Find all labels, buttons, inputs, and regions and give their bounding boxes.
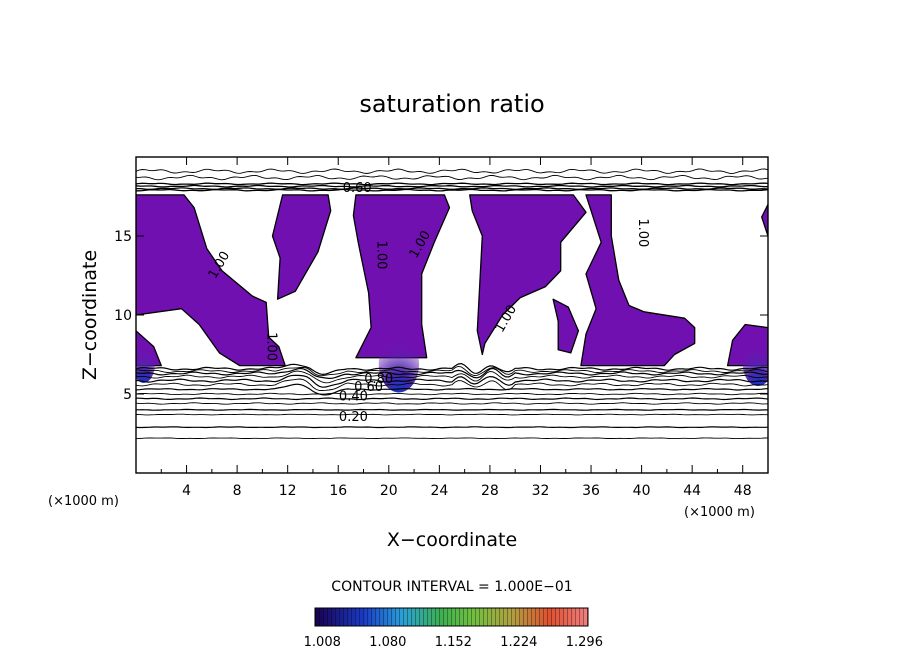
y-axis-label: Z−coordinate [79,250,101,380]
contour-label-8: 0.60 [354,380,383,395]
contour-label-7: 0.80 [364,372,393,387]
y-tick-label-1: 10 [114,308,132,324]
contour-line-lower-12 [136,426,768,429]
contour-line-lower-2 [136,367,768,380]
contour-label-2: 1.00 [373,240,388,269]
supersaturated-region-5 [552,298,580,354]
contour-line-lower-3 [136,370,768,384]
moist-core-1 [742,341,768,387]
colorbar: 1.008 1.080 1.152 1.224 1.296 [304,607,603,650]
contour-line-lower-9 [136,402,768,405]
contour-label-6: 1.00 [635,218,650,247]
supersaturated-region-2 [352,194,451,359]
colorbar-stripes [315,608,588,626]
colorbar-tick-label-2: 1.152 [435,635,472,650]
x-axis-ticks: 4 8 12 16 20 24 28 32 36 40 44 48 [160,157,752,499]
contour-line-lower-13 [136,437,768,440]
contour-line-upper-1 [136,184,768,188]
colorbar-tick-label-0: 1.008 [304,635,341,650]
contour-line-lower-10 [136,408,768,411]
x-axis-label: X−coordinate [387,529,517,551]
contour-label-0: 0.60 [343,181,372,196]
contour-label-10: 0.20 [339,410,368,425]
supersaturated-region-3 [469,194,587,356]
x-tick-label-4: 20 [380,483,398,499]
contour-line-upper-3 [136,188,768,192]
supersaturated-region-6 [761,203,768,237]
contour-line-lower-5 [136,378,768,391]
colorbar-tick-label-4: 1.296 [566,635,603,650]
moist-core-0 [378,335,420,393]
contour-line-lower-6 [136,383,768,396]
contour-line-lower-11 [136,413,768,416]
contour-line-lower-7 [136,392,768,396]
contour-line-lower-1 [136,365,768,377]
plot-area [136,168,768,440]
x-tick-label-2: 12 [279,483,297,499]
supersaturated-region-4 [580,194,696,367]
x-tick-label-6: 28 [481,483,499,499]
x-tick-label-1: 8 [233,483,242,499]
y-tick-label-2: 15 [114,229,132,245]
contour-label-9: 0.40 [339,390,368,405]
x-tick-label-0: 4 [182,483,191,499]
colorbar-tick-labels: 1.008 1.080 1.152 1.224 1.296 [304,635,603,650]
contour-line-upper-0 [136,182,768,186]
x-unit-label-left: (×1000 m) [48,494,119,509]
supersaturated-regions [136,194,768,367]
chart-title: saturation ratio [359,90,544,118]
x-tick-label-10: 44 [683,483,701,499]
x-tick-label-11: 48 [734,483,752,499]
contour-line-upper-2 [136,187,768,191]
colorbar-tick-label-3: 1.224 [500,635,537,650]
y-tick-label-0: 5 [123,387,132,403]
contour-label-4: 1.00 [264,332,279,361]
x-unit-label-right: (×1000 m) [684,505,755,520]
contour-line-top-0 [136,168,768,174]
contour-line-top-1 [136,174,768,181]
x-tick-label-5: 24 [430,483,448,499]
colorbar-tick-label-1: 1.080 [369,635,406,650]
y-axis-ticks: 5 10 15 [114,229,768,403]
x-tick-label-7: 32 [532,483,550,499]
contour-line-lower-4 [136,374,768,388]
contour-labels: 0.601.00 1.00 1.001.001.001.000.800.600.40… [206,181,650,425]
x-tick-label-9: 40 [633,483,651,499]
supersaturated-region-1 [271,194,332,300]
contour-interval-text: CONTOUR INTERVAL = 1.000E−01 [331,579,572,595]
contour-line-lower-8 [136,397,768,401]
contour-lines [136,168,768,440]
contour-line-lower-0 [136,362,768,376]
x-tick-label-8: 36 [582,483,600,499]
x-tick-label-3: 16 [329,483,347,499]
supersaturated-region-0 [136,194,286,367]
